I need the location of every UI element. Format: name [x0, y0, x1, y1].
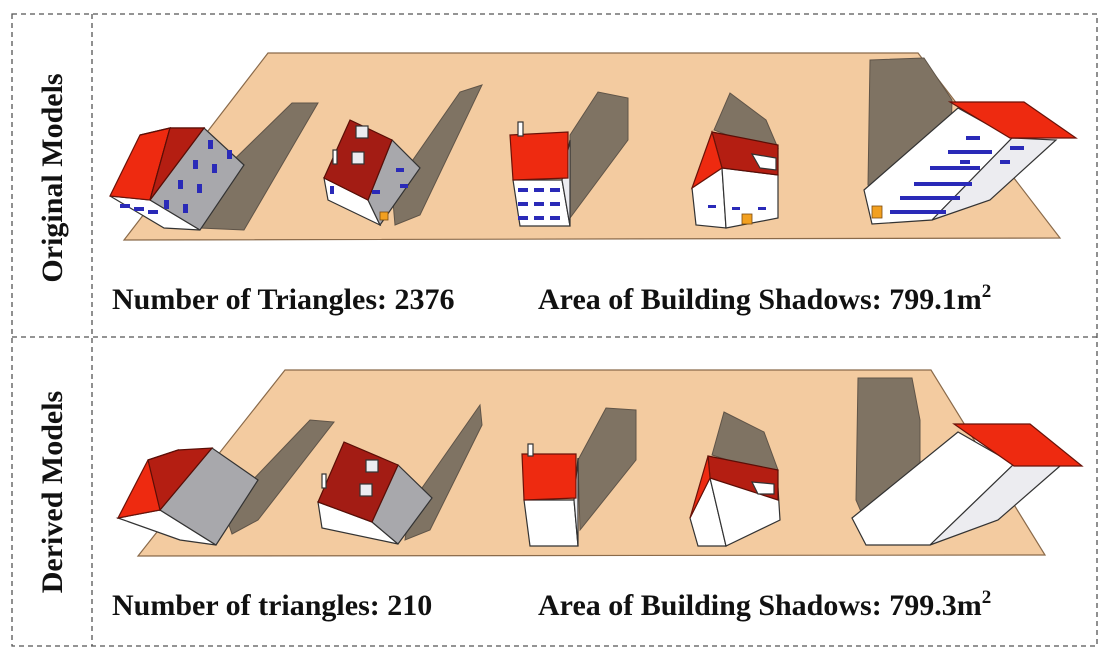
building-original-1 — [109, 102, 319, 231]
shadow-area-derived: Area of Building Shadows: 799.3m2 — [538, 587, 991, 622]
building-original-3 — [509, 91, 629, 227]
building-derived-5 — [851, 377, 1084, 546]
shadow-area-original: Area of Building Shadows: 799.1m2 — [538, 281, 991, 316]
building-derived-1 — [115, 419, 335, 546]
building-original-5 — [863, 57, 1078, 225]
building-derived-3 — [521, 407, 637, 547]
building-original-2 — [323, 84, 483, 227]
triangles-count-original: Number of Triangles: 2376 — [112, 283, 455, 316]
triangles-count-derived: Number of triangles: 210 — [112, 589, 432, 622]
building-derived-2 — [317, 403, 483, 545]
building-original-4 — [690, 92, 779, 229]
building-derived-4 — [689, 411, 781, 547]
panel-frame — [11, 13, 1098, 647]
row-derived: Derived Models — [36, 369, 1084, 622]
row-label-derived: Derived Models — [36, 391, 69, 593]
row-label-original: Original Models — [36, 73, 69, 282]
row-original: Original Models — [36, 52, 1078, 316]
